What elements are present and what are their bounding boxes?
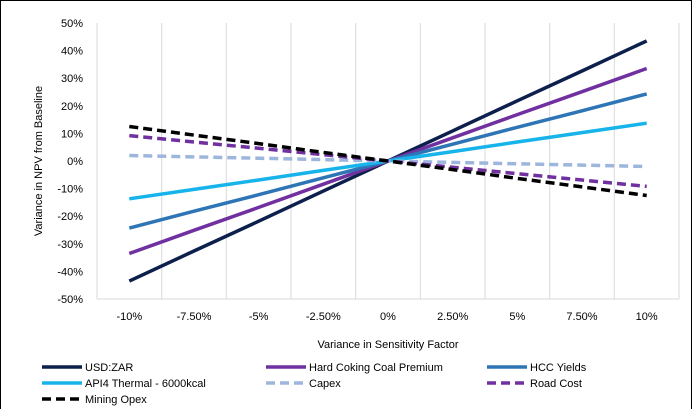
x-axis-ticks: -10% -7.50% -5% -2.50% 0% 2.50% 5% 7.50% 10% xyxy=(116,311,657,323)
y-tick-label: -40% xyxy=(57,266,83,278)
y-axis-title: Variance in NPV from Baseline xyxy=(33,86,45,236)
x-axis-title: Variance in Sensitivity Factor xyxy=(317,339,458,351)
y-tick-label: -30% xyxy=(57,239,83,251)
legend-label: USD:ZAR xyxy=(85,362,133,374)
y-tick-label: 20% xyxy=(61,101,83,113)
y-tick-label: -10% xyxy=(57,184,83,196)
y-tick-label: 50% xyxy=(61,18,83,30)
legend: USD:ZAR Hard Coking Coal Premium HCC Yield… xyxy=(42,362,587,406)
y-tick-label: 40% xyxy=(61,46,83,58)
x-tick-label: 5% xyxy=(509,311,525,323)
x-tick-label: 10% xyxy=(636,311,658,323)
x-tick-label: 0% xyxy=(380,311,396,323)
y-tick-label: -20% xyxy=(57,211,83,223)
legend-label: Hard Coking Coal Premium xyxy=(309,362,443,374)
y-tick-label: 0% xyxy=(67,156,83,168)
x-tick-label: -7.50% xyxy=(177,311,212,323)
legend-label: API4 Thermal - 6000kcal xyxy=(85,378,206,390)
x-tick-label: -10% xyxy=(116,311,142,323)
legend-label: Mining Opex xyxy=(85,394,147,406)
y-tick-label: 30% xyxy=(61,73,83,85)
x-tick-label: 7.50% xyxy=(566,311,597,323)
x-tick-label: -5% xyxy=(249,311,269,323)
series-line xyxy=(129,124,647,198)
y-axis-ticks: 50% 40% 30% 20% 10% 0% -10% -20% -30% -40% -50% xyxy=(57,18,83,306)
x-tick-label: 2.50% xyxy=(437,311,468,323)
x-tick-label: -2.50% xyxy=(306,311,341,323)
legend-label: Capex xyxy=(309,378,341,390)
y-tick-label: 10% xyxy=(61,128,83,140)
legend-label: Road Cost xyxy=(530,378,582,390)
y-tick-label: -50% xyxy=(57,294,83,306)
legend-label: HCC Yields xyxy=(530,362,587,374)
series-lines xyxy=(128,39,648,283)
